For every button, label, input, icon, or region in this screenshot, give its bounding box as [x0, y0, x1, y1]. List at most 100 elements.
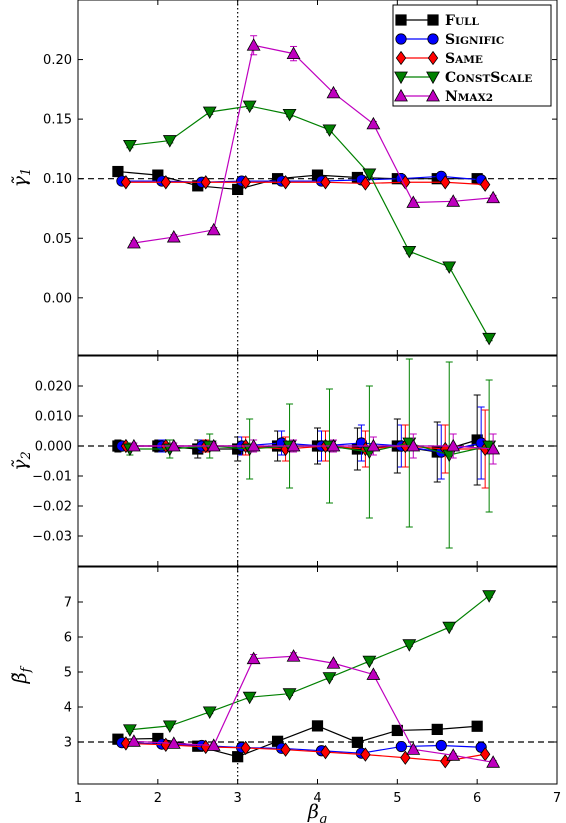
legend-marker-constscale [394, 71, 408, 85]
data-point-same [160, 175, 171, 190]
data-point-full [351, 736, 364, 748]
data-point-same [240, 175, 251, 190]
legend-marker-same [395, 50, 407, 66]
data-point-nmax2 [366, 438, 381, 452]
data-point-constscale [322, 672, 337, 685]
data-point-same [120, 175, 132, 190]
x-tick-label: 7 [553, 791, 561, 806]
legend-entry-nmax2: NMAX2 [394, 88, 493, 105]
data-point-nmax2 [326, 85, 341, 99]
legend-marker-same [427, 50, 439, 66]
data-point-constscale [482, 332, 497, 346]
series-nmax2-middle [126, 433, 501, 465]
panel-middle: −0.03 −0.02 −0.01 0.000 0.010 0.020 γ̃2 [9, 355, 558, 567]
series-line-same [125, 181, 486, 186]
data-point-full [471, 720, 483, 732]
data-point-full [112, 165, 124, 178]
data-point-same [280, 742, 291, 757]
data-point-same [320, 744, 331, 760]
data-point-constscale [322, 124, 337, 137]
y-tick-label-middle: 0.020 [35, 380, 72, 395]
data-point-nmax2 [286, 438, 301, 452]
data-point-nmax2 [486, 441, 501, 455]
data-point-nmax2 [446, 748, 461, 761]
panel-top: 0.00 0.05 0.10 0.15 0.20 γ̃1 [9, 0, 558, 356]
data-point-constscale [162, 720, 177, 733]
legend-label-constscale: CONSTSCALE [445, 70, 532, 86]
data-point-nmax2 [406, 195, 421, 208]
y-axis-label-subscript-top: 1 [19, 168, 34, 176]
legend-frame [392, 4, 552, 107]
legend-label-signific: SIGNIFIC [445, 32, 504, 48]
data-point-nmax2 [126, 438, 141, 452]
y-tick-label-bottom: 4 [64, 701, 72, 716]
data-point-same [440, 754, 451, 769]
data-point-full [311, 720, 324, 732]
y-tick-label-middle: 0.000 [35, 440, 72, 455]
y-tick-label-bottom: 5 [64, 666, 72, 681]
data-point-nmax2 [166, 230, 181, 243]
y-tick-label-bottom: 6 [64, 631, 72, 646]
data-point-constscale [402, 245, 417, 259]
data-point-nmax2 [286, 649, 301, 662]
legend-marker-constscale [426, 71, 440, 85]
y-tick-label-top: 0.05 [43, 232, 72, 247]
y-axis-label-middle: γ̃2 [9, 451, 34, 471]
data-point-full [431, 723, 443, 736]
x-tick-label: 1 [74, 791, 82, 806]
x-axis-label: βg [307, 801, 327, 823]
y-axis-label-top: γ̃1 [9, 168, 34, 188]
series-constscale-top [122, 100, 497, 346]
data-point-constscale [242, 100, 257, 114]
series-line-signific [121, 742, 482, 754]
data-point-constscale [362, 655, 377, 669]
data-point-constscale [202, 706, 217, 719]
data-point-constscale [202, 106, 217, 120]
y-tick-label-top: 0.10 [43, 172, 72, 187]
data-point-nmax2 [326, 438, 341, 452]
panel-bottom: 3 4 5 6 7 β̃f [9, 566, 558, 785]
series-same-bottom [120, 736, 491, 769]
data-point-nmax2 [406, 438, 421, 452]
data-point-nmax2 [206, 222, 221, 236]
y-tick-label-bottom: 3 [64, 736, 72, 751]
series-line-nmax2 [133, 445, 494, 450]
series-layer-top [112, 35, 501, 346]
series-line-constscale [129, 595, 490, 731]
data-point-nmax2 [166, 736, 181, 749]
legend: FULL SIGNIFIC SAME CONSTSCALE NMAX2 [392, 4, 552, 107]
data-point-nmax2 [246, 651, 261, 665]
data-point-nmax2 [366, 116, 381, 130]
data-point-nmax2 [486, 190, 501, 204]
legend-entry-constscale: CONSTSCALE [394, 70, 532, 86]
legend-marker-nmax2 [394, 88, 408, 102]
series-line-nmax2 [133, 655, 494, 763]
data-point-nmax2 [166, 438, 181, 452]
data-point-same [479, 177, 491, 192]
data-point-constscale [162, 135, 177, 148]
data-point-nmax2 [246, 438, 261, 452]
data-point-constscale [442, 261, 457, 274]
legend-marker-signific [395, 33, 407, 45]
data-point-nmax2 [446, 438, 461, 452]
data-point-nmax2 [126, 734, 141, 747]
data-point-full [391, 724, 403, 737]
data-point-nmax2 [206, 438, 221, 452]
y-axis-label-subscript-bottom: f [19, 665, 34, 673]
data-point-same [240, 740, 251, 756]
legend-entry-full: FULL [395, 13, 479, 29]
legend-label-full: FULL [445, 13, 479, 29]
data-point-constscale [282, 108, 297, 122]
x-tick-label: 3 [234, 791, 242, 806]
y-axis-label-bottom: β̃f [9, 665, 34, 684]
series-nmax2-bottom [126, 649, 501, 768]
series-line-constscale [129, 105, 490, 339]
data-point-nmax2 [326, 656, 341, 669]
y-axis-label-subscript-middle: 2 [19, 451, 34, 460]
data-point-nmax2 [446, 194, 461, 207]
series-line-full [117, 725, 478, 758]
y-tick-label-top: 0.15 [43, 113, 72, 128]
y-tick-label-bottom: 7 [64, 596, 72, 611]
y-tick-label-middle: 0.010 [35, 410, 72, 425]
series-line-full [117, 170, 478, 191]
